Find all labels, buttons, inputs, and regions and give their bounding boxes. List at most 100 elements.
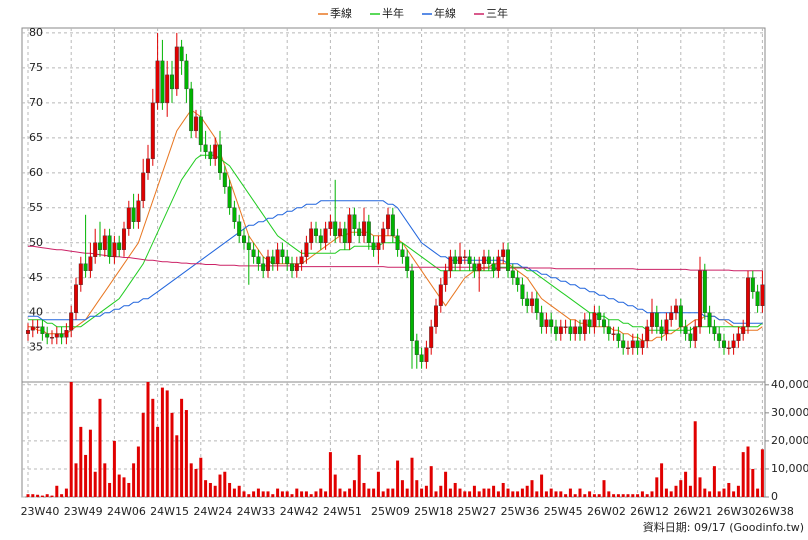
y-tick-label: 80 xyxy=(29,26,43,39)
candle-body xyxy=(165,74,170,104)
legend-label: 年線 xyxy=(434,6,456,20)
volume-bar xyxy=(376,471,380,497)
y-tick-label: 65 xyxy=(29,131,43,144)
candle-body xyxy=(73,284,78,313)
volume-bar xyxy=(400,480,404,497)
candle-body xyxy=(390,214,395,236)
candle-body xyxy=(83,263,88,271)
candle-body xyxy=(50,337,55,339)
volume-bar xyxy=(45,494,49,497)
volume-bar xyxy=(204,480,208,497)
candle-body xyxy=(112,242,117,257)
candle-body xyxy=(193,116,198,132)
volume-bar xyxy=(112,440,116,497)
candle-body xyxy=(611,333,616,335)
volume-bar xyxy=(160,387,164,497)
volume-bar xyxy=(621,494,625,497)
candle-body xyxy=(424,347,429,362)
candle-body xyxy=(309,228,314,243)
candle-body xyxy=(626,347,631,349)
volume-bar xyxy=(50,495,54,497)
volume-bar xyxy=(98,398,102,497)
volume-bar xyxy=(559,491,563,497)
volume-bar xyxy=(184,410,188,497)
volume-bar xyxy=(583,494,587,497)
candle-body xyxy=(434,305,439,327)
candle-body xyxy=(736,333,741,341)
candle-body xyxy=(688,333,693,341)
candle-body xyxy=(160,60,165,104)
candle-body xyxy=(386,214,391,229)
y2-tick-label: 20,000 xyxy=(771,434,808,447)
candle-body xyxy=(616,333,621,341)
x-tick-label: 25W36 xyxy=(501,505,540,518)
candle-body xyxy=(30,326,35,331)
candle-body xyxy=(141,172,146,202)
candle-body xyxy=(458,256,463,264)
candle-body xyxy=(525,298,530,306)
volume-bar xyxy=(218,474,222,497)
candle-body xyxy=(568,326,573,334)
volume-bar xyxy=(324,491,328,497)
candle-body xyxy=(563,326,568,328)
volume-bar xyxy=(36,494,40,497)
candle-body xyxy=(232,207,237,222)
candle-body xyxy=(213,144,218,160)
volume-bar xyxy=(108,482,112,497)
candle-body xyxy=(429,326,434,348)
volume-bar xyxy=(372,488,376,497)
volume-bar xyxy=(751,468,755,497)
candle-body xyxy=(102,235,107,250)
x-tick-label: 25W45 xyxy=(544,505,583,518)
volume-bar xyxy=(84,454,88,497)
x-tick-label: 26W02 xyxy=(587,505,626,518)
candle-body xyxy=(304,242,309,257)
candle-body xyxy=(155,60,160,104)
candle-body xyxy=(549,319,554,327)
volume-bar xyxy=(448,488,452,497)
x-tick-label: 25W09 xyxy=(371,505,410,518)
volume-bar xyxy=(578,488,582,497)
y2-tick-label: 0 xyxy=(771,490,778,503)
candle-body xyxy=(712,326,717,334)
candle-body xyxy=(640,340,645,348)
candle-body xyxy=(530,298,535,306)
candle-body xyxy=(131,207,136,222)
volume-bar xyxy=(511,491,515,497)
volume-bar xyxy=(31,494,35,497)
volume-bar xyxy=(199,457,203,497)
candle-body xyxy=(174,46,179,90)
candle-body xyxy=(707,312,712,327)
volume-bar xyxy=(146,382,150,497)
x-tick-label: 25W18 xyxy=(414,505,453,518)
volume-bar xyxy=(127,482,131,497)
volume-bar xyxy=(463,491,467,497)
candle-body xyxy=(722,340,727,348)
candle-body xyxy=(251,249,256,257)
candle-body xyxy=(539,312,544,327)
candle-body xyxy=(554,326,559,334)
volume-bar xyxy=(242,491,246,497)
candle-body xyxy=(520,284,525,299)
candle-body xyxy=(381,228,386,243)
candle-body xyxy=(602,319,607,327)
candle-body xyxy=(150,102,155,160)
volume-bar xyxy=(564,494,568,497)
candle-body xyxy=(126,207,131,229)
volume-bar xyxy=(746,446,750,497)
candle-body xyxy=(237,221,242,236)
volume-bar xyxy=(588,491,592,497)
volume-bar xyxy=(429,466,433,497)
candle-body xyxy=(659,326,664,334)
volume-bar xyxy=(348,488,352,497)
x-tick-label: 24W51 xyxy=(323,505,362,518)
volume-bar xyxy=(684,471,688,497)
volume-bar xyxy=(405,488,409,497)
volume-bar xyxy=(516,491,520,497)
plot-frame xyxy=(21,27,766,498)
volume-bar xyxy=(741,452,745,497)
volume-bar xyxy=(597,494,601,497)
volume-bar xyxy=(501,482,505,497)
candle-body xyxy=(362,221,367,236)
